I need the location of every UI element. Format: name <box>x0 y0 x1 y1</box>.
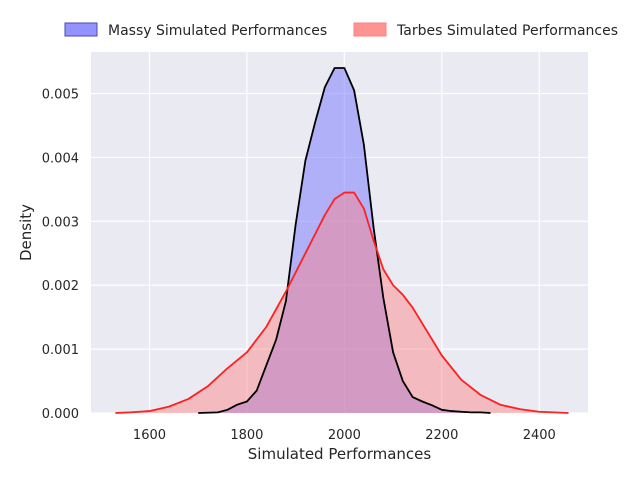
legend-swatch-1 <box>353 22 387 37</box>
legend-label-0: Massy Simulated Performances <box>108 23 327 39</box>
series-1-area <box>115 192 569 413</box>
y-tick-label: 0.002 <box>42 279 79 294</box>
x-tick-label: 2000 <box>328 428 361 443</box>
y-axis-ticks: 0.000 0.001 0.002 0.003 0.004 0.005 <box>42 88 79 422</box>
legend-label-1: Tarbes Simulated Performances <box>396 23 618 39</box>
x-tick-label: 1800 <box>230 428 263 443</box>
y-axis-label: Density <box>17 204 35 261</box>
x-tick-label: 1600 <box>133 428 166 443</box>
y-tick-label: 0.005 <box>42 88 79 103</box>
y-tick-label: 0.000 <box>42 407 79 422</box>
x-tick-label: 2400 <box>523 428 556 443</box>
series-layer <box>115 67 569 414</box>
x-axis-label: Simulated Performances <box>248 445 432 463</box>
y-tick-label: 0.004 <box>42 151 79 166</box>
legend: Massy Simulated Performances Tarbes Simul… <box>64 22 618 39</box>
y-tick-label: 0.003 <box>42 215 79 230</box>
legend-swatch-0 <box>64 22 98 37</box>
y-tick-label: 0.001 <box>42 343 79 358</box>
series-0-line <box>198 67 491 414</box>
series-1-line <box>115 191 569 414</box>
x-axis-ticks: 1600 1800 2000 2200 2400 <box>133 428 556 443</box>
series-0-area <box>198 67 491 413</box>
x-tick-label: 2200 <box>425 428 458 443</box>
